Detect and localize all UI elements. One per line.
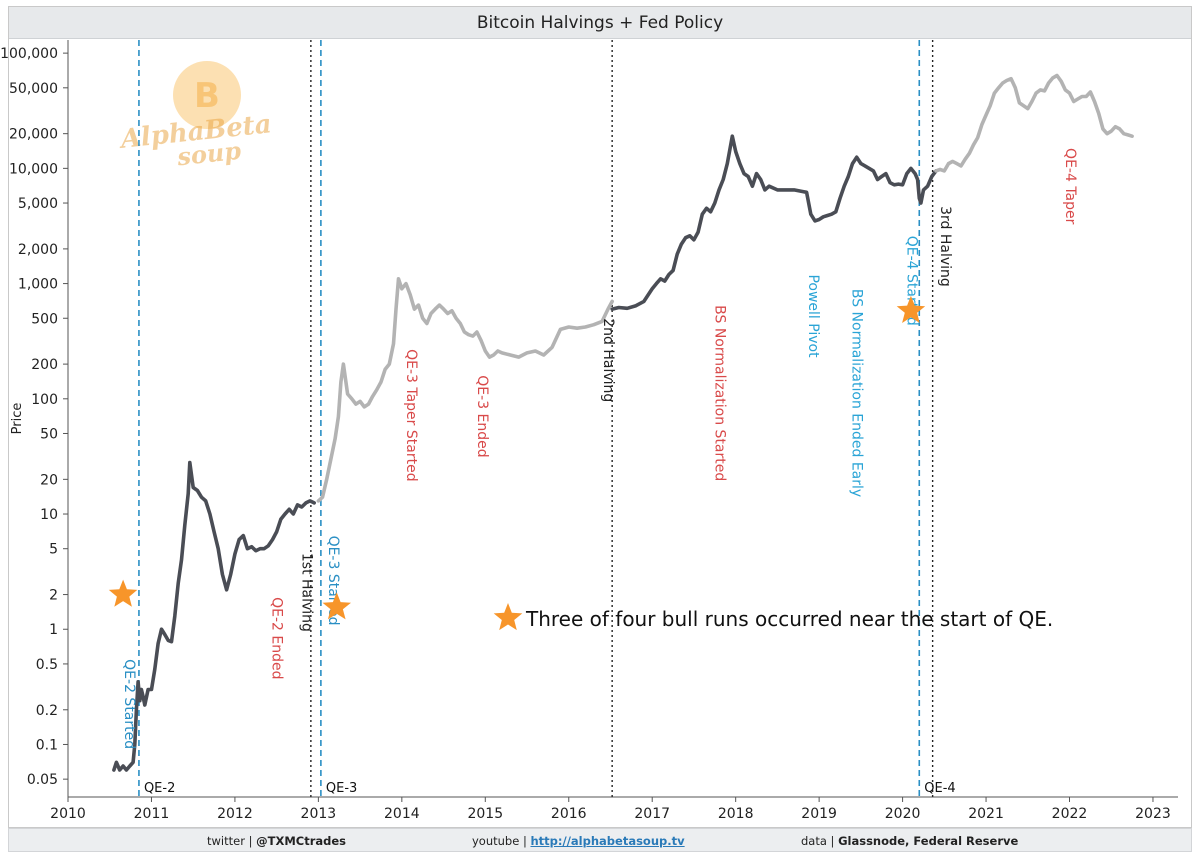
star-qe3 — [322, 592, 351, 620]
y-axis: 0.05 0.1 0.2 0.5 1 2 5 10 20 50 100 200 500 1,000 2,00… — [0, 40, 69, 797]
annotation-label: 1st Halving — [299, 553, 315, 632]
y-tick-label: 0.2 — [36, 703, 58, 719]
y-tick-label: 500 — [31, 311, 58, 327]
legend-text: Three of four bull runs occurred near th… — [525, 607, 1053, 631]
y-tick-label: 100,000 — [0, 46, 58, 62]
y-tick-label: 10 — [40, 507, 58, 523]
annotation-label: BS Normalization Ended Early — [849, 289, 865, 497]
y-tick-label: 50 — [40, 426, 58, 442]
data-label: data | — [801, 834, 835, 848]
y-tick-label: 0.5 — [36, 657, 58, 673]
series-price_dark_1 — [112, 460, 316, 772]
annotation-label: QE-2 Started — [121, 659, 137, 749]
y-tick-label: 0.1 — [36, 737, 58, 753]
vline-label-qe-3: QE-3 — [326, 781, 357, 796]
stars — [108, 295, 926, 620]
y-tick-label: 2 — [49, 588, 58, 604]
twitter-credit: twitter | @TXMCtrades — [207, 834, 346, 848]
y-tick-label: 100 — [31, 392, 58, 408]
y-tick-label: 1,000 — [18, 277, 58, 293]
annotation-label: 2nd Halving — [600, 318, 616, 402]
logo-badge: B — [194, 76, 220, 116]
legend: Three of four bull runs occurred near th… — [493, 603, 1053, 631]
x-tick-label: 2016 — [551, 806, 587, 822]
series-price_light_1 — [316, 277, 614, 503]
legend-star-icon — [493, 603, 523, 631]
y-tick-label: 20,000 — [9, 127, 58, 143]
x-tick-label: 2023 — [1135, 806, 1171, 822]
star-qe4 — [896, 295, 926, 323]
annotation-label: QE-3 Ended — [474, 375, 490, 457]
y-tick-label: 20 — [40, 472, 58, 488]
data-credit: data | Glassnode, Federal Reserve — [801, 834, 1018, 848]
x-tick-label: 2011 — [134, 806, 170, 822]
y-tick-label: 2,000 — [18, 242, 58, 258]
y-tick-label: 50,000 — [9, 81, 58, 97]
twitter-handle: @TXMCtrades — [256, 834, 347, 848]
logo-word-2: soup — [175, 136, 243, 172]
x-tick-label: 2022 — [1052, 806, 1088, 822]
youtube-link[interactable]: http://alphabetasoup.tv — [530, 834, 685, 848]
alphabetasoup-logo: B AlphaBeta soup — [116, 61, 273, 171]
chart-frame: Bitcoin Halvings + Fed Policy — [8, 6, 1192, 828]
star-qe2 — [108, 579, 138, 607]
data-source: Glassnode, Federal Reserve — [838, 834, 1019, 848]
y-tick-label: 1 — [49, 622, 58, 638]
x-tick-label: 2015 — [467, 806, 503, 822]
vline-label-qe-4: QE-4 — [924, 781, 955, 796]
annotation-label: 3rd Halving — [937, 206, 953, 287]
annotation-label: QE-4 Started — [904, 236, 920, 326]
y-tick-label: 200 — [31, 357, 58, 373]
annotation-label: BS Normalization Started — [712, 305, 728, 481]
series-price_dark_2 — [610, 134, 938, 311]
price-series — [112, 73, 1134, 772]
x-tick-label: 2019 — [801, 806, 837, 822]
chart-title: Bitcoin Halvings + Fed Policy — [9, 7, 1191, 39]
twitter-label: twitter | — [207, 834, 253, 848]
x-tick-label: 2014 — [384, 806, 420, 822]
annotation-label: QE-3 Taper Started — [403, 349, 419, 482]
y-tick-label: 0.05 — [27, 772, 58, 788]
footer: twitter | @TXMCtrades youtube | http://a… — [8, 828, 1192, 852]
youtube-credit: youtube | http://alphabetasoup.tv — [472, 834, 685, 848]
x-tick-label: 2017 — [634, 806, 670, 822]
event-lines: QE-2 QE-3 QE-4 — [138, 40, 956, 797]
y-tick-label: 5,000 — [18, 196, 58, 212]
y-tick-label: 10,000 — [9, 161, 58, 177]
logo-badge-circle — [173, 61, 241, 129]
vline-label-qe-2: QE-2 — [144, 781, 175, 796]
x-tick-label: 2020 — [885, 806, 921, 822]
youtube-label: youtube | — [472, 834, 527, 848]
x-axis: 2010 2011 2012 2013 2014 2015 2016 2017 2018 2019… — [50, 796, 1178, 822]
y-axis-title: Price — [10, 403, 25, 435]
annotation-label: Powell Pivot — [805, 274, 821, 358]
x-tick-label: 2018 — [718, 806, 754, 822]
x-tick-label: 2012 — [217, 806, 253, 822]
y-tick-label: 5 — [49, 542, 58, 558]
x-tick-label: 2010 — [50, 806, 86, 822]
x-tick-label: 2013 — [301, 806, 337, 822]
annotation-label: QE-4 Taper — [1062, 148, 1078, 225]
x-tick-label: 2021 — [968, 806, 1004, 822]
annotation-label: QE-2 Ended — [268, 597, 284, 679]
series-price_light_2 — [934, 73, 1134, 173]
